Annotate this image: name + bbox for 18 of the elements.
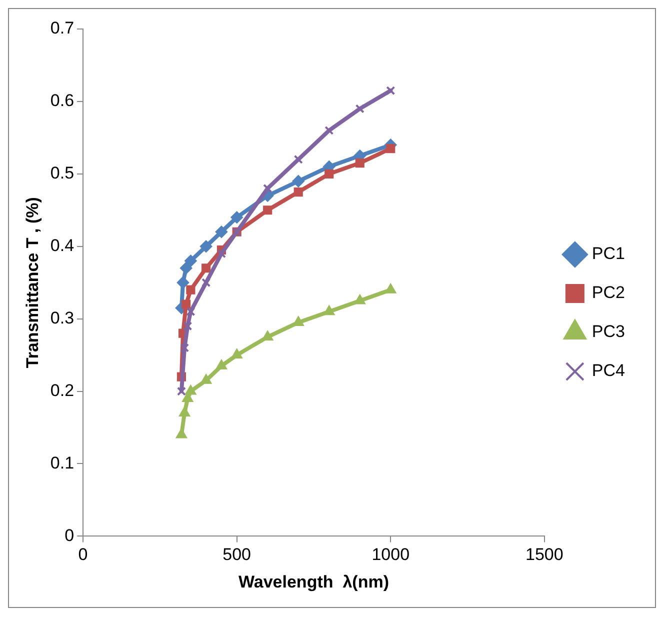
y-tick-label: 0.4 — [50, 236, 74, 256]
legend-label: PC4 — [592, 361, 626, 380]
y-tick-label: 0.3 — [50, 308, 74, 328]
y-tick-label: 0.5 — [50, 164, 74, 183]
y-tick-label: 0.1 — [50, 453, 74, 472]
y-tick-label: 0.7 — [50, 18, 74, 38]
y-tick-label: 0.6 — [50, 91, 74, 110]
y-tick-label: 0.2 — [50, 380, 74, 400]
y-axis-title: Transmittance T , (%) — [22, 197, 42, 368]
legend-label: PC3 — [592, 322, 626, 342]
legend-label: PC2 — [592, 283, 626, 302]
legend-label: PC1 — [592, 244, 626, 264]
x-axis-title: Wavelength λ(nm) — [238, 572, 389, 592]
y-tick-label: 0 — [64, 526, 74, 545]
x-tick-label: 500 — [222, 545, 252, 564]
x-tick-label: 1500 — [526, 545, 564, 564]
x-tick-label: 1000 — [372, 545, 410, 564]
x-tick-label: 0 — [78, 545, 88, 564]
